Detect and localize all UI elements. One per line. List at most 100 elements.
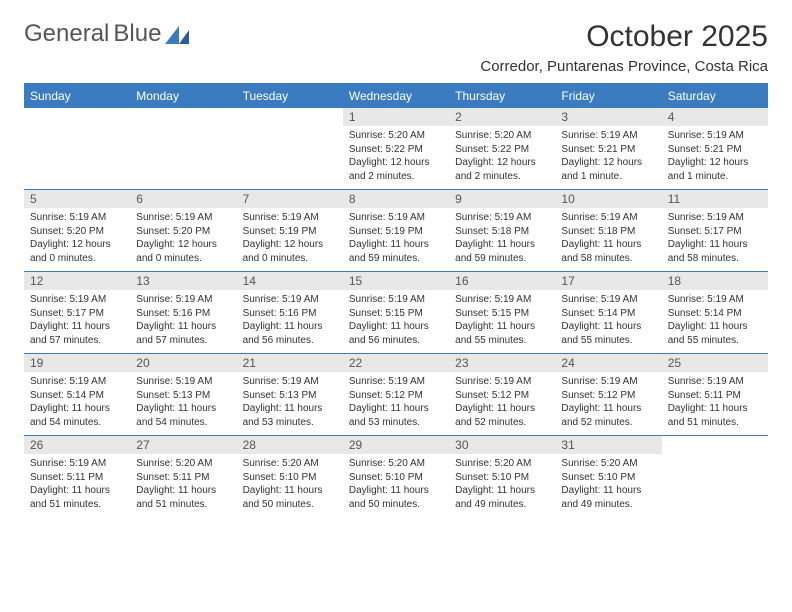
day-info: Sunrise: 5:19 AMSunset: 5:18 PMDaylight:… — [449, 208, 555, 271]
day-number: 24 — [555, 354, 661, 372]
daylight-line: Daylight: 12 hours and 0 minutes. — [30, 238, 124, 265]
daylight-line: Daylight: 11 hours and 55 minutes. — [668, 320, 762, 347]
day-cell: 9Sunrise: 5:19 AMSunset: 5:18 PMDaylight… — [449, 190, 555, 271]
sunrise-line: Sunrise: 5:19 AM — [349, 375, 443, 389]
day-cell: 4Sunrise: 5:19 AMSunset: 5:21 PMDaylight… — [662, 108, 768, 189]
day-cell: 20Sunrise: 5:19 AMSunset: 5:13 PMDayligh… — [130, 354, 236, 435]
sunrise-line: Sunrise: 5:19 AM — [561, 211, 655, 225]
day-number: 23 — [449, 354, 555, 372]
day-info: Sunrise: 5:19 AMSunset: 5:20 PMDaylight:… — [130, 208, 236, 271]
sunrise-line: Sunrise: 5:19 AM — [561, 375, 655, 389]
day-cell: 25Sunrise: 5:19 AMSunset: 5:11 PMDayligh… — [662, 354, 768, 435]
day-info: Sunrise: 5:19 AMSunset: 5:19 PMDaylight:… — [237, 208, 343, 271]
daylight-line: Daylight: 11 hours and 55 minutes. — [455, 320, 549, 347]
day-number: 20 — [130, 354, 236, 372]
day-info: Sunrise: 5:20 AMSunset: 5:10 PMDaylight:… — [555, 454, 661, 517]
header-row: GeneralBlue October 2025 — [24, 20, 768, 54]
day-cell: 15Sunrise: 5:19 AMSunset: 5:15 PMDayligh… — [343, 272, 449, 353]
sunrise-line: Sunrise: 5:19 AM — [455, 293, 549, 307]
daylight-line: Daylight: 11 hours and 54 minutes. — [136, 402, 230, 429]
daylight-line: Daylight: 11 hours and 57 minutes. — [136, 320, 230, 347]
sunset-line: Sunset: 5:10 PM — [455, 471, 549, 485]
day-header: Tuesday — [237, 85, 343, 107]
week-row: 1Sunrise: 5:20 AMSunset: 5:22 PMDaylight… — [24, 107, 768, 189]
day-info: Sunrise: 5:19 AMSunset: 5:11 PMDaylight:… — [662, 372, 768, 435]
sunset-line: Sunset: 5:12 PM — [349, 389, 443, 403]
day-info: Sunrise: 5:19 AMSunset: 5:20 PMDaylight:… — [24, 208, 130, 271]
sunset-line: Sunset: 5:10 PM — [561, 471, 655, 485]
logo: GeneralBlue — [24, 20, 191, 48]
sunrise-line: Sunrise: 5:19 AM — [668, 211, 762, 225]
day-cell — [130, 108, 236, 189]
day-info: Sunrise: 5:19 AMSunset: 5:17 PMDaylight:… — [24, 290, 130, 353]
day-number: 21 — [237, 354, 343, 372]
daylight-line: Daylight: 11 hours and 50 minutes. — [243, 484, 337, 511]
day-info: Sunrise: 5:20 AMSunset: 5:22 PMDaylight:… — [449, 126, 555, 189]
day-header: Sunday — [24, 85, 130, 107]
day-cell: 26Sunrise: 5:19 AMSunset: 5:11 PMDayligh… — [24, 436, 130, 517]
daylight-line: Daylight: 12 hours and 0 minutes. — [136, 238, 230, 265]
sunrise-line: Sunrise: 5:20 AM — [136, 457, 230, 471]
day-cell: 5Sunrise: 5:19 AMSunset: 5:20 PMDaylight… — [24, 190, 130, 271]
day-header: Friday — [555, 85, 661, 107]
day-info: Sunrise: 5:20 AMSunset: 5:10 PMDaylight:… — [343, 454, 449, 517]
day-info: Sunrise: 5:19 AMSunset: 5:14 PMDaylight:… — [662, 290, 768, 353]
day-cell: 13Sunrise: 5:19 AMSunset: 5:16 PMDayligh… — [130, 272, 236, 353]
daylight-line: Daylight: 11 hours and 50 minutes. — [349, 484, 443, 511]
daylight-line: Daylight: 12 hours and 1 minute. — [668, 156, 762, 183]
sunset-line: Sunset: 5:21 PM — [668, 143, 762, 157]
sunset-line: Sunset: 5:20 PM — [30, 225, 124, 239]
sunset-line: Sunset: 5:12 PM — [455, 389, 549, 403]
sunrise-line: Sunrise: 5:19 AM — [30, 211, 124, 225]
day-cell: 21Sunrise: 5:19 AMSunset: 5:13 PMDayligh… — [237, 354, 343, 435]
daylight-line: Daylight: 11 hours and 58 minutes. — [561, 238, 655, 265]
daylight-line: Daylight: 11 hours and 51 minutes. — [136, 484, 230, 511]
day-number: 6 — [130, 190, 236, 208]
day-cell: 23Sunrise: 5:19 AMSunset: 5:12 PMDayligh… — [449, 354, 555, 435]
sunrise-line: Sunrise: 5:19 AM — [668, 293, 762, 307]
day-cell: 31Sunrise: 5:20 AMSunset: 5:10 PMDayligh… — [555, 436, 661, 517]
day-cell: 16Sunrise: 5:19 AMSunset: 5:15 PMDayligh… — [449, 272, 555, 353]
day-info: Sunrise: 5:19 AMSunset: 5:15 PMDaylight:… — [449, 290, 555, 353]
day-info: Sunrise: 5:19 AMSunset: 5:18 PMDaylight:… — [555, 208, 661, 271]
day-number: 4 — [662, 108, 768, 126]
day-number: 7 — [237, 190, 343, 208]
day-number: 10 — [555, 190, 661, 208]
week-row: 5Sunrise: 5:19 AMSunset: 5:20 PMDaylight… — [24, 189, 768, 271]
sunset-line: Sunset: 5:15 PM — [349, 307, 443, 321]
day-cell — [24, 108, 130, 189]
day-cell: 24Sunrise: 5:19 AMSunset: 5:12 PMDayligh… — [555, 354, 661, 435]
page-title: October 2025 — [586, 20, 768, 54]
sunrise-line: Sunrise: 5:19 AM — [30, 375, 124, 389]
sunset-line: Sunset: 5:22 PM — [349, 143, 443, 157]
sunset-line: Sunset: 5:17 PM — [668, 225, 762, 239]
day-cell: 11Sunrise: 5:19 AMSunset: 5:17 PMDayligh… — [662, 190, 768, 271]
weeks-container: 1Sunrise: 5:20 AMSunset: 5:22 PMDaylight… — [24, 107, 768, 517]
day-info: Sunrise: 5:19 AMSunset: 5:17 PMDaylight:… — [662, 208, 768, 271]
sunrise-line: Sunrise: 5:19 AM — [455, 211, 549, 225]
sunset-line: Sunset: 5:22 PM — [455, 143, 549, 157]
sunrise-line: Sunrise: 5:20 AM — [561, 457, 655, 471]
day-cell: 22Sunrise: 5:19 AMSunset: 5:12 PMDayligh… — [343, 354, 449, 435]
sunset-line: Sunset: 5:11 PM — [136, 471, 230, 485]
day-info: Sunrise: 5:19 AMSunset: 5:21 PMDaylight:… — [662, 126, 768, 189]
day-cell: 7Sunrise: 5:19 AMSunset: 5:19 PMDaylight… — [237, 190, 343, 271]
sunrise-line: Sunrise: 5:20 AM — [349, 457, 443, 471]
daylight-line: Daylight: 11 hours and 52 minutes. — [561, 402, 655, 429]
daylight-line: Daylight: 12 hours and 0 minutes. — [243, 238, 337, 265]
sunset-line: Sunset: 5:19 PM — [243, 225, 337, 239]
day-number: 3 — [555, 108, 661, 126]
sunset-line: Sunset: 5:16 PM — [136, 307, 230, 321]
day-cell: 10Sunrise: 5:19 AMSunset: 5:18 PMDayligh… — [555, 190, 661, 271]
day-info: Sunrise: 5:19 AMSunset: 5:15 PMDaylight:… — [343, 290, 449, 353]
sunrise-line: Sunrise: 5:19 AM — [668, 129, 762, 143]
day-cell: 14Sunrise: 5:19 AMSunset: 5:16 PMDayligh… — [237, 272, 343, 353]
week-row: 19Sunrise: 5:19 AMSunset: 5:14 PMDayligh… — [24, 353, 768, 435]
sunset-line: Sunset: 5:18 PM — [561, 225, 655, 239]
day-info: Sunrise: 5:19 AMSunset: 5:13 PMDaylight:… — [130, 372, 236, 435]
day-info: Sunrise: 5:20 AMSunset: 5:11 PMDaylight:… — [130, 454, 236, 517]
day-cell: 27Sunrise: 5:20 AMSunset: 5:11 PMDayligh… — [130, 436, 236, 517]
day-info: Sunrise: 5:19 AMSunset: 5:13 PMDaylight:… — [237, 372, 343, 435]
day-number: 11 — [662, 190, 768, 208]
day-number: 16 — [449, 272, 555, 290]
